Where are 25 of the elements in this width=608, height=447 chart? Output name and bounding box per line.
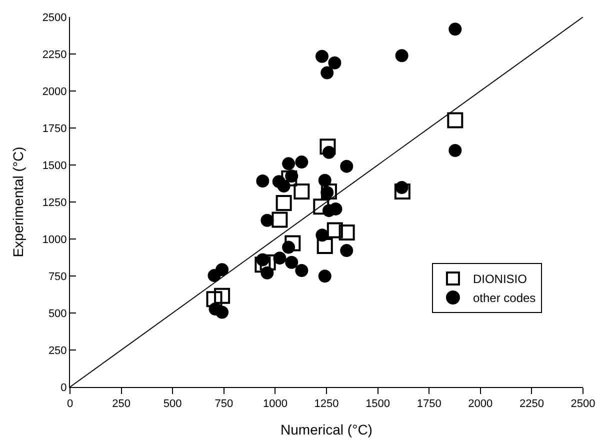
y-tick-label: 2000 (42, 86, 67, 98)
x-axis-title: Numerical (°C) (280, 422, 372, 438)
x-tick-label: 2250 (519, 398, 544, 410)
legend-label: DIONISIO (472, 272, 527, 286)
x-tick-label: 1750 (416, 398, 442, 410)
y-axis-title: Experimental (°C) (10, 146, 26, 258)
x-tick-label: 2000 (468, 398, 493, 410)
y-tick-label: 1250 (42, 196, 67, 209)
legend-label: other codes (472, 291, 536, 306)
y-tick-label: 2250 (42, 48, 67, 61)
y-tick-label: 2500 (42, 12, 67, 24)
y-tick-label: 1500 (42, 160, 67, 172)
x-tick-label: 2500 (570, 398, 596, 410)
x-tick-label: 1250 (314, 398, 339, 410)
y-tick-label: 0 (60, 382, 67, 394)
y-tick-label: 500 (48, 308, 67, 320)
y-tick-label: 1750 (42, 122, 67, 135)
x-tick-label: 500 (163, 398, 182, 410)
y-tick-label: 1000 (42, 234, 67, 246)
x-tick-label: 750 (214, 398, 234, 410)
y-tick-label: 750 (48, 270, 67, 283)
y-tick-label: 250 (48, 344, 67, 357)
x-tick-label: 1000 (262, 398, 288, 410)
x-tick-label: 250 (112, 398, 130, 410)
x-tick-label: 1500 (366, 398, 390, 410)
